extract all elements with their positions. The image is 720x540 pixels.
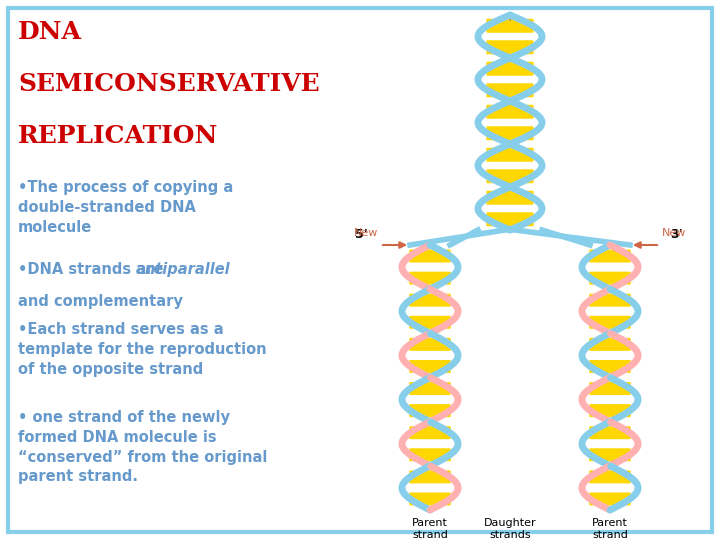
FancyBboxPatch shape <box>409 404 451 417</box>
FancyBboxPatch shape <box>409 492 451 505</box>
FancyBboxPatch shape <box>487 40 534 54</box>
Text: .: . <box>508 10 512 24</box>
FancyBboxPatch shape <box>589 382 631 395</box>
Text: New: New <box>662 228 686 238</box>
FancyBboxPatch shape <box>409 294 451 307</box>
FancyBboxPatch shape <box>409 338 451 351</box>
FancyBboxPatch shape <box>409 272 451 285</box>
Text: antiparallel: antiparallel <box>136 262 230 277</box>
Text: REPLICATION: REPLICATION <box>18 124 218 148</box>
FancyBboxPatch shape <box>487 169 534 183</box>
FancyBboxPatch shape <box>487 191 534 205</box>
FancyBboxPatch shape <box>589 249 631 262</box>
Text: New: New <box>354 228 378 238</box>
Text: •DNA strands are: •DNA strands are <box>18 262 163 277</box>
FancyBboxPatch shape <box>589 338 631 351</box>
FancyBboxPatch shape <box>487 126 534 140</box>
FancyBboxPatch shape <box>589 448 631 461</box>
Text: Parent
strand: Parent strand <box>412 518 448 540</box>
FancyBboxPatch shape <box>409 426 451 439</box>
FancyBboxPatch shape <box>8 8 712 532</box>
Text: •Each strand serves as a
template for the reproduction
of the opposite strand: •Each strand serves as a template for th… <box>18 322 266 376</box>
FancyBboxPatch shape <box>409 382 451 395</box>
Text: 5': 5' <box>355 228 368 241</box>
FancyBboxPatch shape <box>487 105 534 119</box>
FancyBboxPatch shape <box>589 492 631 505</box>
FancyBboxPatch shape <box>409 249 451 262</box>
Text: 3': 3' <box>670 228 683 241</box>
Text: Daughter
strands: Daughter strands <box>484 518 536 540</box>
FancyBboxPatch shape <box>589 316 631 329</box>
FancyBboxPatch shape <box>409 360 451 373</box>
FancyBboxPatch shape <box>589 426 631 439</box>
Text: Parent
strand: Parent strand <box>592 518 628 540</box>
FancyBboxPatch shape <box>409 448 451 461</box>
FancyBboxPatch shape <box>487 83 534 97</box>
FancyBboxPatch shape <box>409 470 451 483</box>
FancyBboxPatch shape <box>487 148 534 162</box>
FancyBboxPatch shape <box>589 470 631 483</box>
FancyBboxPatch shape <box>589 294 631 307</box>
FancyBboxPatch shape <box>589 272 631 285</box>
FancyBboxPatch shape <box>589 360 631 373</box>
FancyBboxPatch shape <box>409 316 451 329</box>
Text: SEMICONSERVATIVE: SEMICONSERVATIVE <box>18 72 320 96</box>
FancyBboxPatch shape <box>487 62 534 76</box>
FancyBboxPatch shape <box>589 404 631 417</box>
FancyBboxPatch shape <box>487 19 534 33</box>
FancyBboxPatch shape <box>487 212 534 226</box>
Text: • one strand of the newly
formed DNA molecule is
“conserved” from the original
p: • one strand of the newly formed DNA mol… <box>18 410 267 484</box>
Text: and complementary: and complementary <box>18 294 183 309</box>
Text: •The process of copying a
double-stranded DNA
molecule: •The process of copying a double-strande… <box>18 180 233 234</box>
Text: DNA: DNA <box>18 20 82 44</box>
